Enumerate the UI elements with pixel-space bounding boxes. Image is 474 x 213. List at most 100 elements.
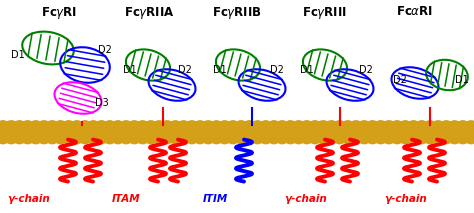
Circle shape bbox=[316, 130, 330, 144]
Circle shape bbox=[160, 121, 175, 136]
Circle shape bbox=[20, 130, 35, 144]
Circle shape bbox=[45, 130, 59, 144]
Circle shape bbox=[464, 130, 474, 144]
Text: D1: D1 bbox=[455, 75, 469, 85]
Circle shape bbox=[70, 130, 84, 144]
Circle shape bbox=[4, 121, 18, 136]
Circle shape bbox=[54, 130, 68, 144]
Circle shape bbox=[398, 130, 412, 144]
Circle shape bbox=[365, 121, 380, 136]
Circle shape bbox=[242, 121, 257, 136]
Circle shape bbox=[406, 130, 420, 144]
Circle shape bbox=[210, 130, 224, 144]
Circle shape bbox=[94, 130, 109, 144]
Circle shape bbox=[324, 130, 338, 144]
Text: D1: D1 bbox=[123, 65, 137, 75]
Circle shape bbox=[61, 121, 76, 136]
Circle shape bbox=[12, 121, 27, 136]
Circle shape bbox=[135, 121, 150, 136]
Text: D1: D1 bbox=[300, 65, 314, 75]
Circle shape bbox=[0, 121, 10, 136]
Circle shape bbox=[118, 121, 134, 136]
Circle shape bbox=[53, 121, 68, 136]
Circle shape bbox=[341, 130, 355, 144]
Circle shape bbox=[332, 130, 347, 144]
Circle shape bbox=[0, 130, 10, 144]
Text: D2: D2 bbox=[393, 75, 407, 85]
Circle shape bbox=[201, 130, 215, 144]
Circle shape bbox=[406, 121, 421, 136]
Text: D2: D2 bbox=[98, 45, 112, 55]
Text: Fc$\gamma$RIII: Fc$\gamma$RIII bbox=[302, 5, 347, 21]
Bar bbox=[0, 128, 474, 137]
Circle shape bbox=[209, 121, 224, 136]
Circle shape bbox=[86, 130, 100, 144]
Circle shape bbox=[464, 121, 474, 136]
Text: D2: D2 bbox=[359, 65, 373, 75]
Circle shape bbox=[102, 121, 117, 136]
Circle shape bbox=[415, 130, 429, 144]
Circle shape bbox=[274, 121, 290, 136]
Text: ITAM: ITAM bbox=[111, 194, 140, 204]
Circle shape bbox=[382, 121, 396, 136]
Circle shape bbox=[439, 121, 454, 136]
Circle shape bbox=[365, 130, 380, 144]
Circle shape bbox=[62, 130, 76, 144]
Circle shape bbox=[447, 121, 462, 136]
Circle shape bbox=[226, 121, 240, 136]
Circle shape bbox=[4, 130, 18, 144]
Text: Fc$\gamma$RIIB: Fc$\gamma$RIIB bbox=[212, 5, 262, 21]
Text: γ-chain: γ-chain bbox=[284, 194, 327, 204]
Circle shape bbox=[300, 130, 314, 144]
Circle shape bbox=[78, 121, 92, 136]
Circle shape bbox=[94, 121, 109, 136]
Circle shape bbox=[176, 130, 191, 144]
Text: ITIM: ITIM bbox=[203, 194, 228, 204]
Circle shape bbox=[111, 130, 125, 144]
Text: Fc$\gamma$RI: Fc$\gamma$RI bbox=[41, 5, 77, 21]
Text: D1: D1 bbox=[11, 50, 25, 60]
Circle shape bbox=[447, 130, 462, 144]
Circle shape bbox=[308, 130, 322, 144]
Circle shape bbox=[184, 121, 200, 136]
Circle shape bbox=[45, 121, 60, 136]
Circle shape bbox=[217, 121, 232, 136]
Circle shape bbox=[283, 121, 298, 136]
Circle shape bbox=[308, 121, 322, 136]
Circle shape bbox=[218, 130, 232, 144]
Text: D2: D2 bbox=[270, 65, 284, 75]
Circle shape bbox=[127, 121, 142, 136]
Circle shape bbox=[110, 121, 126, 136]
Circle shape bbox=[250, 121, 265, 136]
Circle shape bbox=[259, 130, 273, 144]
Circle shape bbox=[185, 130, 199, 144]
Circle shape bbox=[398, 121, 413, 136]
Circle shape bbox=[324, 121, 339, 136]
Circle shape bbox=[291, 121, 306, 136]
Text: D2: D2 bbox=[178, 65, 192, 75]
Circle shape bbox=[299, 121, 314, 136]
Circle shape bbox=[316, 121, 331, 136]
Circle shape bbox=[20, 121, 35, 136]
Text: Fc$\alpha$RI: Fc$\alpha$RI bbox=[396, 5, 433, 18]
Circle shape bbox=[37, 130, 51, 144]
Circle shape bbox=[144, 130, 158, 144]
Circle shape bbox=[160, 130, 174, 144]
Circle shape bbox=[176, 121, 191, 136]
Text: Fc$\gamma$RIIA: Fc$\gamma$RIIA bbox=[124, 5, 175, 21]
Circle shape bbox=[456, 121, 470, 136]
Text: γ-chain: γ-chain bbox=[384, 194, 427, 204]
Circle shape bbox=[143, 121, 158, 136]
Circle shape bbox=[266, 121, 282, 136]
Circle shape bbox=[168, 121, 183, 136]
Circle shape bbox=[258, 121, 273, 136]
Circle shape bbox=[390, 130, 404, 144]
Circle shape bbox=[422, 121, 438, 136]
Circle shape bbox=[267, 130, 281, 144]
Circle shape bbox=[348, 121, 364, 136]
Circle shape bbox=[86, 121, 101, 136]
Circle shape bbox=[357, 130, 372, 144]
Circle shape bbox=[357, 121, 372, 136]
Circle shape bbox=[332, 121, 347, 136]
Circle shape bbox=[193, 130, 207, 144]
